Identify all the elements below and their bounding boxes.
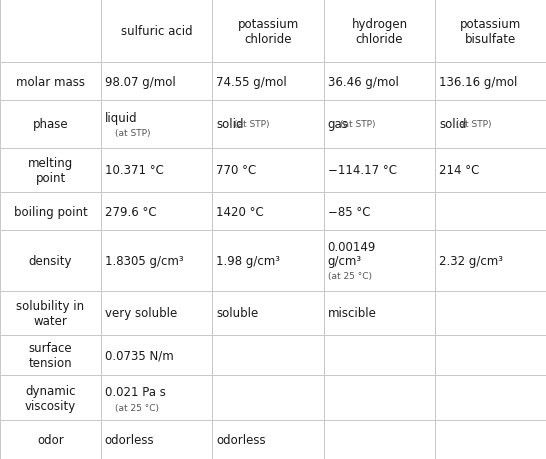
Bar: [435, 193, 546, 230]
Text: odorless: odorless: [216, 433, 266, 446]
Bar: [435, 148, 546, 193]
Text: g/cm³: g/cm³: [328, 254, 361, 267]
Bar: [101, 148, 212, 193]
Text: potassium
bisulfate: potassium bisulfate: [460, 18, 521, 45]
Text: miscible: miscible: [328, 307, 377, 320]
Bar: [101, 230, 212, 291]
Text: boiling point: boiling point: [14, 205, 87, 218]
Text: 1.8305 g/cm³: 1.8305 g/cm³: [105, 254, 183, 267]
Text: solid: solid: [216, 118, 244, 131]
Bar: [324, 193, 435, 230]
Bar: [212, 336, 324, 375]
Bar: [324, 420, 435, 459]
Text: molar mass: molar mass: [16, 76, 85, 89]
Text: gas: gas: [328, 118, 348, 131]
Text: (at 25 °C): (at 25 °C): [328, 271, 372, 280]
Bar: [212, 193, 324, 230]
Text: phase: phase: [33, 118, 68, 131]
Bar: [0, 0, 101, 63]
Text: liquid: liquid: [105, 112, 138, 125]
Bar: [212, 148, 324, 193]
Bar: [435, 291, 546, 336]
Text: 279.6 °C: 279.6 °C: [105, 205, 157, 218]
Bar: [212, 101, 324, 148]
Text: 214 °C: 214 °C: [439, 164, 479, 177]
Bar: [435, 0, 546, 63]
Bar: [435, 101, 546, 148]
Bar: [0, 291, 101, 336]
Bar: [101, 291, 212, 336]
Text: (at STP): (at STP): [340, 120, 375, 129]
Text: (at STP): (at STP): [456, 120, 492, 129]
Text: dynamic
viscosity: dynamic viscosity: [25, 384, 76, 412]
Bar: [101, 101, 212, 148]
Text: hydrogen
chloride: hydrogen chloride: [352, 18, 407, 45]
Bar: [324, 375, 435, 420]
Text: 2.32 g/cm³: 2.32 g/cm³: [439, 254, 503, 267]
Text: solubility in
water: solubility in water: [16, 299, 85, 327]
Text: −85 °C: −85 °C: [328, 205, 370, 218]
Text: (at STP): (at STP): [234, 120, 269, 129]
Text: 98.07 g/mol: 98.07 g/mol: [105, 76, 176, 89]
Bar: [101, 63, 212, 101]
Bar: [435, 336, 546, 375]
Bar: [324, 148, 435, 193]
Bar: [0, 63, 101, 101]
Text: surface
tension: surface tension: [29, 341, 72, 369]
Bar: [101, 336, 212, 375]
Bar: [212, 230, 324, 291]
Bar: [324, 336, 435, 375]
Bar: [101, 193, 212, 230]
Text: solid: solid: [439, 118, 466, 131]
Text: odorless: odorless: [105, 433, 155, 446]
Bar: [212, 375, 324, 420]
Text: 136.16 g/mol: 136.16 g/mol: [439, 76, 518, 89]
Text: density: density: [29, 254, 72, 267]
Text: very soluble: very soluble: [105, 307, 177, 320]
Bar: [0, 420, 101, 459]
Text: 36.46 g/mol: 36.46 g/mol: [328, 76, 399, 89]
Text: −114.17 °C: −114.17 °C: [328, 164, 396, 177]
Bar: [324, 101, 435, 148]
Bar: [324, 230, 435, 291]
Bar: [0, 101, 101, 148]
Bar: [0, 148, 101, 193]
Bar: [212, 420, 324, 459]
Text: 1.98 g/cm³: 1.98 g/cm³: [216, 254, 280, 267]
Text: soluble: soluble: [216, 307, 258, 320]
Text: 0.00149: 0.00149: [328, 241, 376, 254]
Bar: [0, 375, 101, 420]
Text: sulfuric acid: sulfuric acid: [121, 25, 193, 38]
Bar: [435, 420, 546, 459]
Bar: [435, 375, 546, 420]
Bar: [101, 375, 212, 420]
Text: 1420 °C: 1420 °C: [216, 205, 264, 218]
Bar: [0, 193, 101, 230]
Text: 0.0735 N/m: 0.0735 N/m: [105, 349, 174, 362]
Bar: [212, 291, 324, 336]
Text: potassium
chloride: potassium chloride: [238, 18, 299, 45]
Bar: [324, 63, 435, 101]
Bar: [324, 0, 435, 63]
Bar: [435, 230, 546, 291]
Text: (at 25 °C): (at 25 °C): [115, 403, 159, 412]
Bar: [435, 63, 546, 101]
Text: 10.371 °C: 10.371 °C: [105, 164, 164, 177]
Bar: [0, 230, 101, 291]
Bar: [101, 0, 212, 63]
Text: odor: odor: [37, 433, 64, 446]
Text: 74.55 g/mol: 74.55 g/mol: [216, 76, 287, 89]
Bar: [0, 336, 101, 375]
Bar: [212, 0, 324, 63]
Text: melting
point: melting point: [28, 157, 73, 185]
Bar: [324, 291, 435, 336]
Text: 0.021 Pa s: 0.021 Pa s: [105, 386, 165, 398]
Bar: [101, 420, 212, 459]
Text: (at STP): (at STP): [115, 129, 150, 138]
Bar: [212, 63, 324, 101]
Text: 770 °C: 770 °C: [216, 164, 257, 177]
